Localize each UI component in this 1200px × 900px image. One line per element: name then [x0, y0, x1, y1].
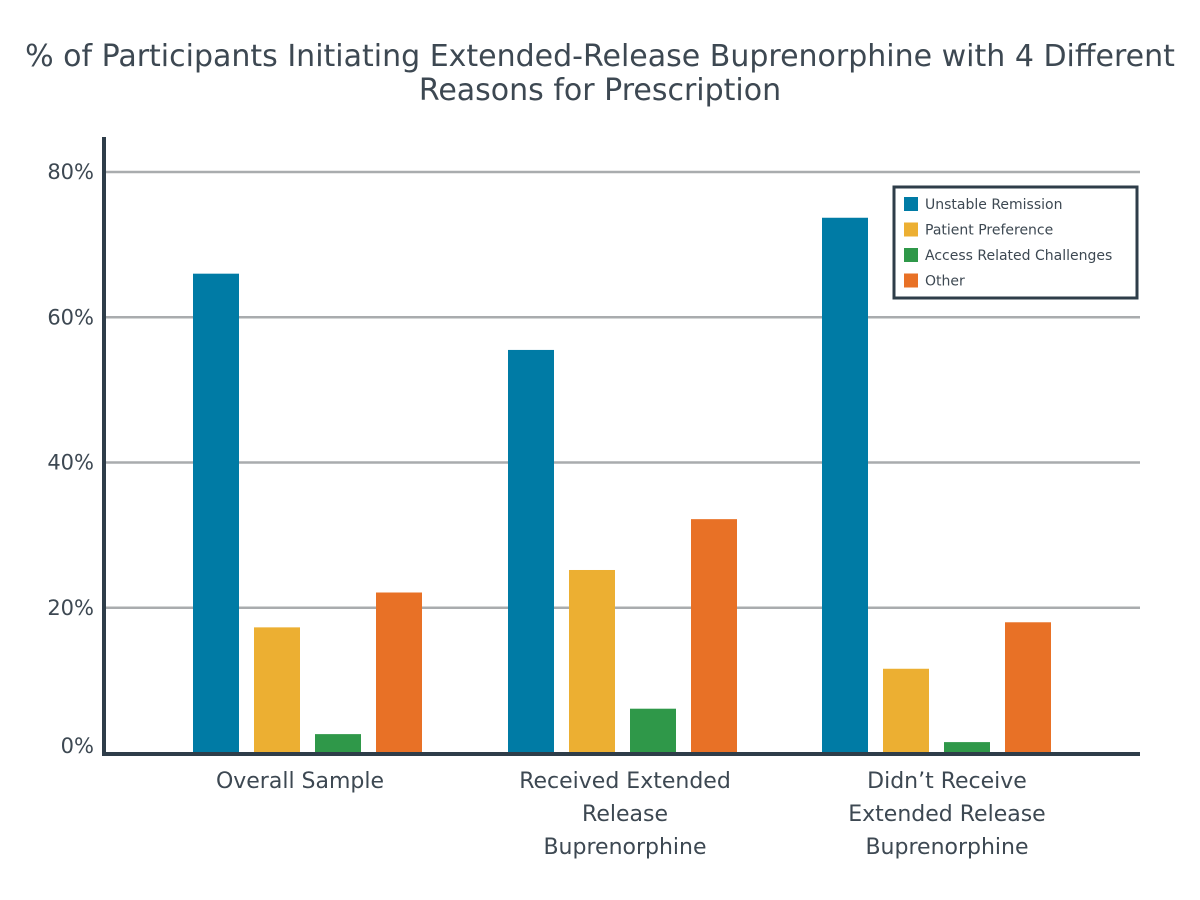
x-category-label: Received Extended — [519, 769, 731, 794]
chart-title-line-2: Reasons for Prescription — [418, 73, 782, 108]
bar-unstable-remission — [822, 217, 868, 753]
legend-box — [892, 185, 1139, 300]
bar-access-related-challenges — [630, 708, 676, 753]
legend-swatch — [904, 273, 918, 288]
y-tick-label: 0% — [61, 734, 94, 758]
x-category-label: Buprenorphine — [543, 835, 706, 860]
y-tick-label: 60% — [47, 305, 94, 329]
bars — [193, 217, 1051, 753]
bar-access-related-challenges — [944, 742, 990, 753]
x-category-label: Buprenorphine — [865, 835, 1028, 860]
bar-unstable-remission — [193, 273, 239, 753]
x-category-label: Release — [582, 802, 668, 827]
legend-label: Access Related Challenges — [925, 248, 1112, 264]
bar-other — [691, 519, 737, 753]
legend-label: Other — [925, 274, 965, 290]
gridlines — [104, 170, 1140, 609]
bar-patient-preference — [254, 627, 300, 753]
bar-patient-preference — [569, 569, 615, 753]
y-tick-label: 20% — [47, 596, 94, 620]
legend-swatch — [904, 197, 918, 211]
legend-swatch — [904, 222, 918, 237]
y-tick-label: 80% — [47, 160, 94, 184]
bar-patient-preference — [883, 668, 929, 753]
x-category-labels: Overall Sample Received Extended Release Bu… — [216, 769, 1046, 860]
y-tick-labels: 0% 20% 40% 60% 80% — [47, 160, 94, 758]
legend-swatch — [904, 248, 918, 262]
bar-other — [376, 592, 422, 753]
legend-label: Unstable Remission — [925, 197, 1062, 213]
bar-other — [1005, 622, 1051, 753]
x-category-label: Extended Release — [848, 802, 1045, 827]
legend: Unstable Remission Patient Preference Acce… — [892, 185, 1139, 300]
bar-unstable-remission — [508, 349, 554, 753]
chart-title: % of Participants Initiating Extended-Re… — [0, 40, 1200, 108]
x-category-label: Overall Sample — [216, 769, 384, 794]
x-category-label: Didn’t Receive — [867, 769, 1027, 794]
y-tick-label: 40% — [47, 451, 94, 475]
legend-label: Patient Preference — [925, 223, 1053, 239]
bar-access-related-challenges — [315, 734, 361, 753]
chart-title-line-1: % of Participants Initiating Extended-Re… — [25, 39, 1175, 74]
axes — [102, 137, 1140, 756]
